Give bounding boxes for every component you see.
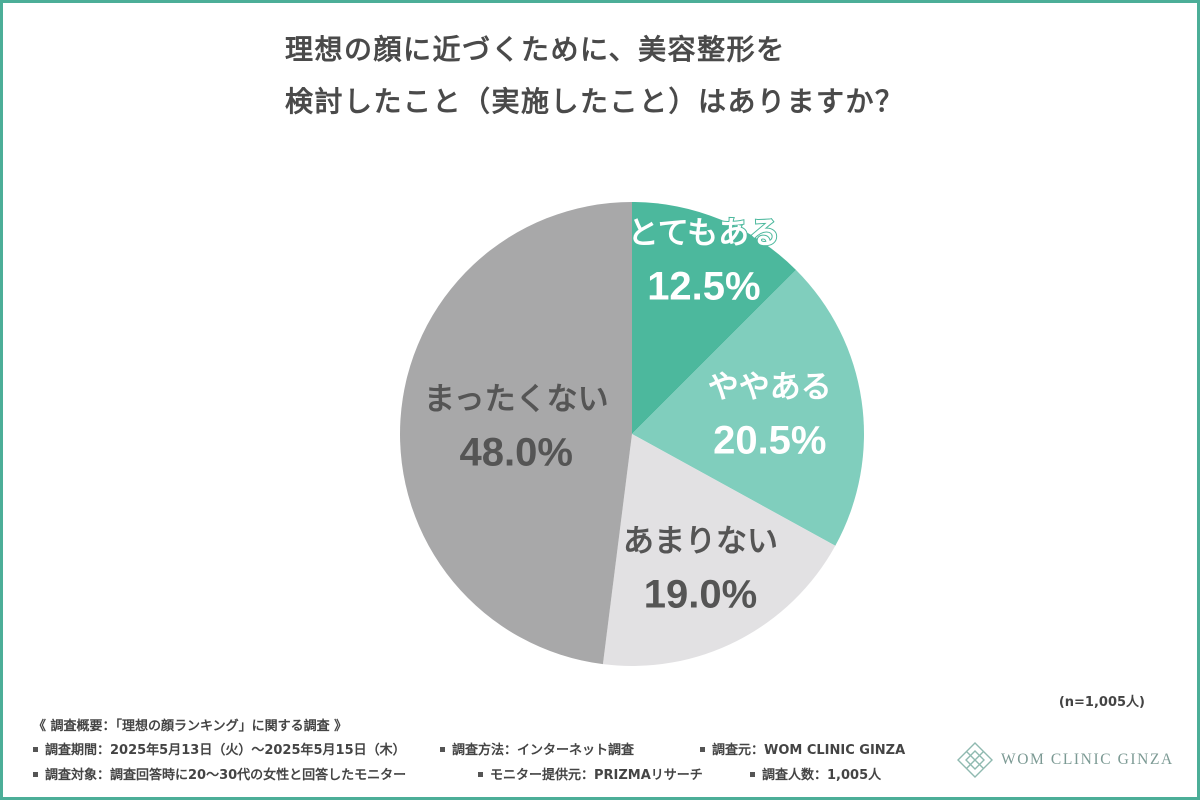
- survey-panel-text: モニター提供元：PRIZMAリサーチ: [490, 768, 703, 783]
- slice-category-label: まったくない: [424, 382, 609, 418]
- pie-slice-not-at-all: [400, 202, 632, 665]
- chart-title-line-2: 検討したこと（実施したこと）はありますか？: [285, 85, 905, 118]
- slice-category-label: とてもある: [628, 215, 781, 251]
- bullet-icon: [33, 772, 38, 777]
- survey-source-text: 調査元：WOM CLINIC GINZA: [712, 743, 906, 758]
- bullet-icon: [700, 747, 705, 752]
- pie-labels: とてもある 12.5% ややある 20.5% あまりない 19.0% まったくない 48.0%: [424, 214, 833, 616]
- survey-period: 調査期間：2025年5月13日（火）～2025年5月15日（木）: [33, 743, 406, 759]
- slice-category-label: あまりない: [623, 523, 778, 559]
- survey-source: 調査元：WOM CLINIC GINZA: [700, 743, 905, 759]
- bullet-icon: [478, 772, 483, 777]
- survey-method-text: 調査方法：インターネット調査: [452, 743, 635, 758]
- bullet-icon: [440, 747, 445, 752]
- pie-slices: [400, 202, 864, 666]
- bullet-icon: [33, 747, 38, 752]
- brand-logo-text: WOM CLINIC GINZA: [1001, 751, 1174, 768]
- chart-title-line-1: 理想の顔に近づくために、美容整形を: [285, 33, 786, 66]
- pie-slice-strongly-yes: [632, 202, 797, 434]
- diamond-lattice-icon: [957, 742, 993, 778]
- sample-size-note: (n=1,005人): [1058, 695, 1145, 710]
- survey-heading: 《 調査概要：「理想の顔ランキング」に関する調査 》: [33, 719, 348, 734]
- chart-title: 理想の顔に近づくために、美容整形を 検討したこと（実施したこと）はありますか？: [285, 24, 905, 128]
- survey-period-text: 調査期間：2025年5月13日（火）～2025年5月15日（木）: [45, 743, 406, 758]
- bullet-icon: [750, 772, 755, 777]
- slice-percent-label: 12.5%: [647, 264, 760, 308]
- survey-target: 調査対象：調査回答時に20～30代の女性と回答したモニター: [33, 768, 406, 784]
- survey-target-text: 調査対象：調査回答時に20～30代の女性と回答したモニター: [45, 768, 407, 783]
- survey-panel: モニター提供元：PRIZMAリサーチ: [478, 768, 703, 784]
- slice-category-label: ややある: [708, 369, 832, 405]
- slice-percent-label: 20.5%: [713, 418, 826, 462]
- slice-percent-label: 48.0%: [459, 431, 572, 475]
- pie-slice-somewhat-yes: [632, 269, 864, 546]
- slice-percent-label: 19.0%: [644, 572, 757, 616]
- survey-respondents: 調査人数：1,005人: [750, 768, 881, 784]
- pie-slice-rarely: [602, 434, 836, 666]
- survey-respondents-text: 調査人数：1,005人: [762, 768, 882, 783]
- survey-method: 調査方法：インターネット調査: [440, 743, 634, 759]
